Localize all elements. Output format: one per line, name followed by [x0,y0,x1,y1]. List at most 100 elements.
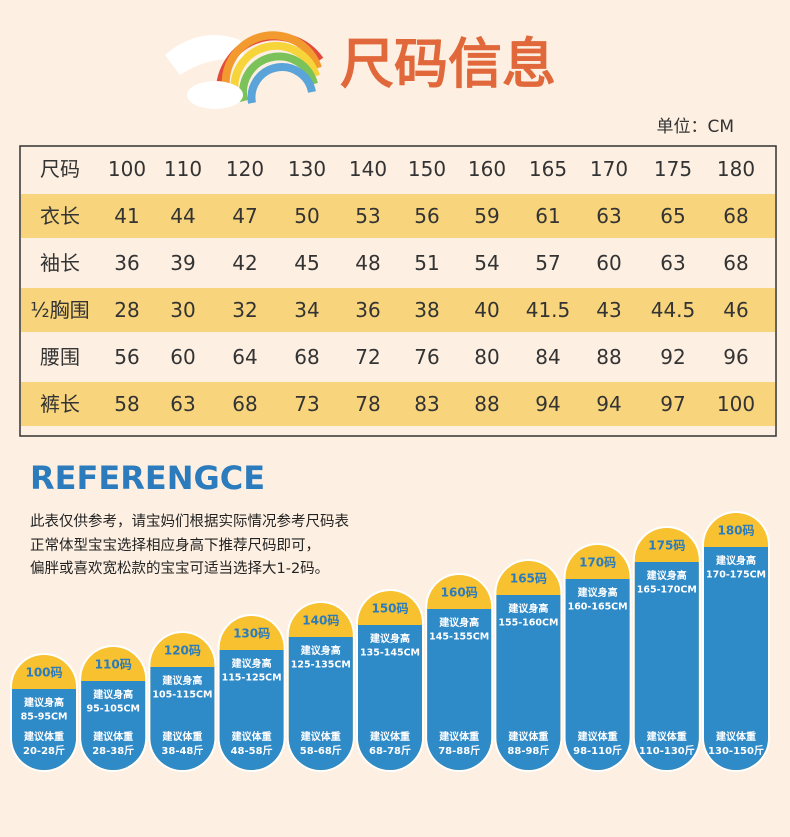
header-cell: 120 [226,157,264,181]
cell: 47 [232,204,257,228]
cell: 34 [294,298,319,322]
cell: 41.5 [526,298,571,322]
cell: 42 [232,251,257,275]
cell: 裤长 [40,392,80,416]
cell: 44.5 [651,298,696,322]
height-label: 建议身高 [715,554,756,567]
reference-title: REFERENGCE [30,459,265,497]
cell: 60 [596,251,621,275]
weight-label: 建议体重 [507,730,548,743]
unit-label: 单位：CM [656,117,734,137]
height-label: 建议身高 [300,644,341,657]
capsule-body [634,562,699,770]
cell: 88 [596,345,621,369]
cell: 94 [596,392,621,416]
capsule-size: 175码 [648,539,685,553]
cell: 78 [355,392,380,416]
row-band [21,194,775,238]
cell: 88 [474,392,499,416]
cell: 68 [723,204,748,228]
cell: 60 [170,345,195,369]
capsule-body [427,609,492,770]
capsule-body [565,579,630,770]
header-cell: 175 [654,157,692,181]
cell: 63 [660,251,685,275]
capsule-body [288,637,353,770]
cell: 56 [414,204,439,228]
cell: 68 [723,251,748,275]
capsule-body [358,625,422,770]
cell: 63 [596,204,621,228]
cell: 40 [474,298,499,322]
cell: 84 [535,345,560,369]
height-range: 85-95CM [21,712,68,723]
header-cell: 110 [164,157,202,181]
cell: 63 [170,392,195,416]
capsule-size: 165码 [510,572,547,586]
cell: 96 [723,345,748,369]
weight-label: 建议体重 [577,730,618,743]
cell: 腰围 [40,345,80,369]
header-cell: 130 [288,157,326,181]
weight-label: 建议体重 [438,730,479,743]
cell: 32 [232,298,257,322]
weight-label: 建议体重 [369,730,410,743]
weight-range: 58-68斤 [300,744,342,757]
cell: 94 [535,392,560,416]
height-label: 建议身高 [92,688,133,701]
capsule-size: 130码 [233,627,270,641]
cell: 53 [355,204,380,228]
weight-label: 建议体重 [646,730,687,743]
cell: 50 [294,204,319,228]
cell: 92 [660,345,685,369]
header-cell: 180 [717,157,755,181]
capsule-size: 140码 [302,614,339,628]
weight-range: 68-78斤 [369,744,411,757]
height-label: 建议身高 [646,569,687,582]
capsule-body [219,650,284,770]
capsule-body [81,681,146,770]
capsule-size: 170码 [579,556,616,570]
reference-line: 此表仅供参考，请宝妈们根据实际情况参考尺码表 [30,513,349,530]
cell: 100 [717,392,755,416]
weight-label: 建议体重 [161,730,202,743]
weight-range: 130-150斤 [708,744,764,757]
cell: 30 [170,298,195,322]
cell: 57 [535,251,560,275]
height-range: 105-115CM [152,690,212,701]
weight-range: 78-88斤 [438,744,480,757]
height-label: 建议身高 [23,696,64,709]
height-range: 145-155CM [429,632,489,643]
reference-line: 正常体型宝宝选择相应身高下推荐尺码即可， [30,536,320,554]
row-band [21,382,775,426]
header-cell: 160 [468,157,506,181]
cell: 61 [535,204,560,228]
weight-range: 28-38斤 [92,744,134,757]
cell: 58 [114,392,139,416]
cell: 83 [414,392,439,416]
page-title: 尺码信息 [340,33,556,96]
cell: 80 [474,345,499,369]
height-range: 165-170CM [637,585,697,596]
reference-line: 偏胖或喜欢宽松款的宝宝可适当选择大1-2码。 [30,560,329,577]
weight-label: 建议体重 [231,730,272,743]
row-band [21,288,775,332]
cell: 45 [294,251,319,275]
cell: 39 [170,251,195,275]
reference-text: 此表仅供参考，请宝妈们根据实际情况参考尺码表正常体型宝宝选择相应身高下推荐尺码即… [30,513,349,577]
header-cell: 140 [349,157,387,181]
height-range: 160-165CM [568,602,628,613]
capsule-size: 110码 [95,658,132,672]
header-cell: 尺码 [40,157,80,181]
weight-range: 48-58斤 [231,744,273,757]
height-range: 135-145CM [360,648,420,659]
height-range: 95-105CM [86,704,139,715]
capsules: 100码建议身高85-95CM建议体重20-28斤110码建议身高95-105C… [10,511,770,772]
header-cell: 150 [408,157,446,181]
height-range: 115-125CM [222,673,282,684]
header-cell: 165 [529,157,567,181]
weight-label: 建议体重 [23,730,64,743]
cell: 衣长 [40,204,80,228]
capsule-body [12,689,76,770]
